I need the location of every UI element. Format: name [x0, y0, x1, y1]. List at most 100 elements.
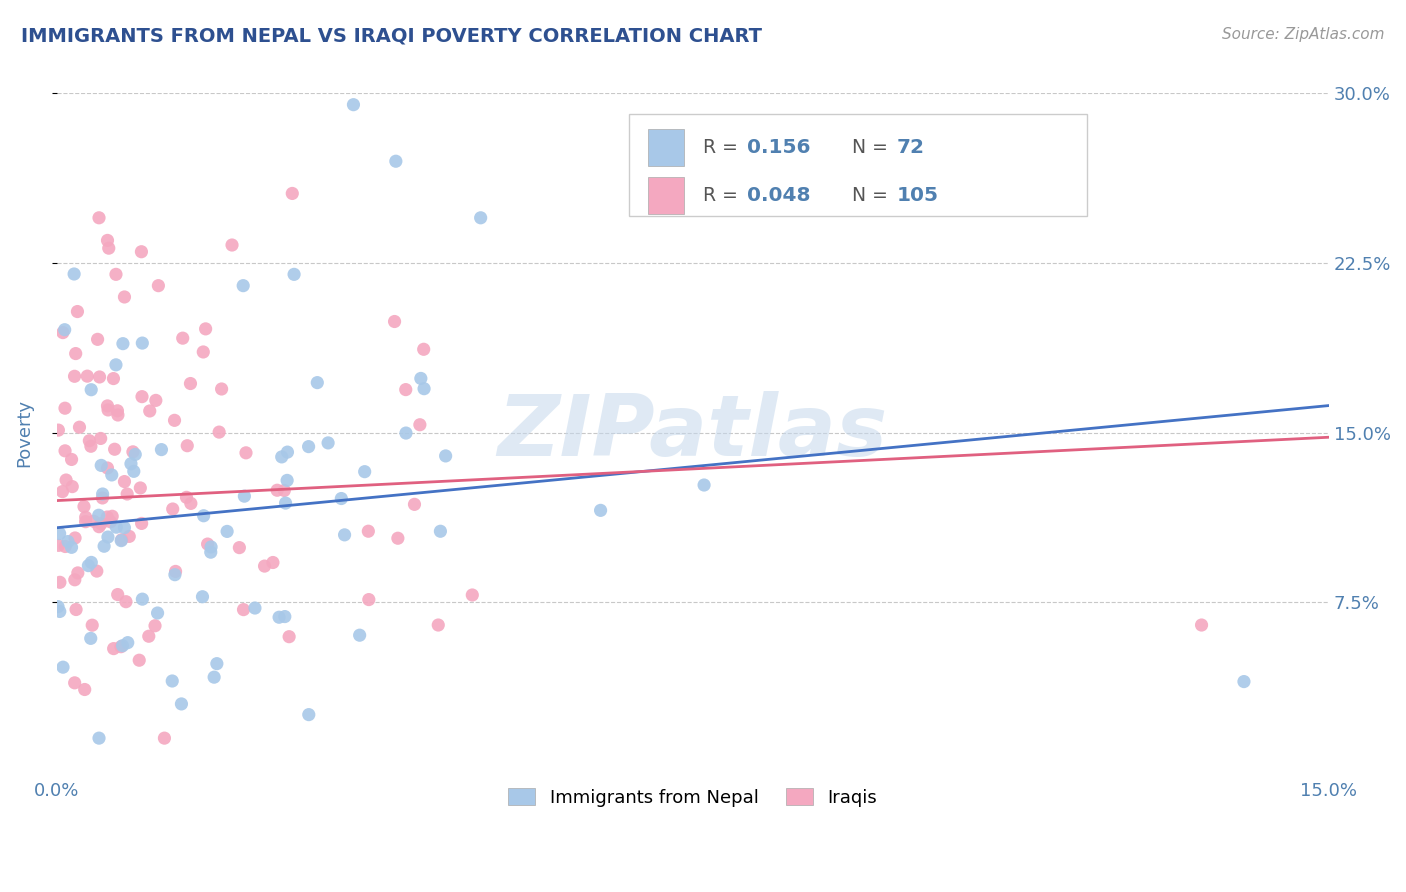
Point — [278, 630, 301, 644]
Point — [55, 473, 77, 487]
Point — [427, 618, 450, 632]
Point — [111, 639, 134, 653]
Point — [298, 707, 321, 722]
Point — [86, 332, 108, 346]
Point — [413, 382, 436, 396]
Point — [162, 502, 184, 516]
Point — [233, 489, 256, 503]
Point — [76, 369, 98, 384]
FancyBboxPatch shape — [648, 128, 683, 166]
Point — [283, 268, 305, 282]
Point — [145, 393, 167, 408]
Point — [143, 619, 166, 633]
Point — [48, 538, 70, 552]
Point — [429, 524, 451, 539]
Point — [243, 601, 266, 615]
Point — [470, 211, 492, 225]
Point — [53, 540, 76, 554]
Point — [53, 323, 76, 337]
Point — [333, 528, 356, 542]
Point — [46, 599, 69, 614]
Point — [96, 461, 118, 475]
Point — [80, 556, 103, 570]
Point — [87, 519, 110, 533]
Point — [193, 345, 215, 359]
Point — [89, 370, 111, 384]
Point — [281, 186, 304, 201]
Point — [307, 376, 329, 390]
Point — [66, 566, 89, 580]
Point — [104, 268, 127, 282]
Point — [96, 510, 118, 524]
Point — [65, 346, 87, 360]
Point — [52, 326, 75, 340]
Point — [461, 588, 484, 602]
Point — [193, 508, 215, 523]
Point — [90, 458, 112, 473]
Point — [90, 516, 112, 531]
Point — [122, 445, 145, 459]
Point — [51, 484, 73, 499]
Point — [269, 610, 291, 624]
Point — [1233, 674, 1256, 689]
Point — [385, 154, 408, 169]
Point — [83, 514, 105, 528]
Point — [131, 244, 153, 259]
Point — [165, 565, 187, 579]
Point — [131, 592, 153, 607]
Point — [111, 533, 134, 547]
Text: R =: R = — [703, 138, 744, 157]
Point — [330, 491, 353, 506]
Point — [115, 595, 138, 609]
Point — [87, 731, 110, 746]
Point — [146, 606, 169, 620]
Point — [111, 336, 134, 351]
Point — [253, 559, 276, 574]
Point — [395, 383, 418, 397]
Point — [118, 529, 141, 543]
Point — [97, 403, 120, 417]
Point — [48, 526, 70, 541]
Point — [56, 534, 79, 549]
Point — [353, 465, 375, 479]
Point — [131, 516, 153, 531]
Point — [232, 602, 254, 616]
Point — [49, 604, 72, 618]
Point — [316, 436, 339, 450]
Point — [97, 530, 120, 544]
Text: 105: 105 — [896, 186, 938, 204]
Point — [105, 520, 128, 534]
Point — [357, 592, 380, 607]
Legend: Immigrants from Nepal, Iraqis: Immigrants from Nepal, Iraqis — [501, 781, 884, 814]
Point — [100, 467, 122, 482]
Point — [270, 450, 292, 464]
Point — [80, 439, 103, 453]
Point — [163, 413, 186, 427]
Point — [60, 480, 83, 494]
Point — [79, 434, 101, 448]
Point — [48, 423, 70, 437]
Point — [103, 641, 125, 656]
Point — [97, 241, 120, 255]
Point — [107, 588, 129, 602]
Point — [104, 358, 127, 372]
Point — [162, 673, 184, 688]
Point — [87, 211, 110, 225]
Point — [107, 408, 129, 422]
Point — [60, 452, 83, 467]
FancyBboxPatch shape — [628, 113, 1087, 216]
Point — [276, 445, 298, 459]
Point — [273, 483, 295, 498]
Point — [112, 521, 135, 535]
Point — [91, 487, 114, 501]
Point — [124, 447, 146, 461]
Point — [211, 382, 233, 396]
Point — [49, 575, 72, 590]
Point — [176, 491, 198, 505]
Text: N =: N = — [852, 186, 894, 204]
Point — [217, 524, 239, 539]
Point — [131, 390, 153, 404]
Point — [63, 676, 86, 690]
Point — [96, 234, 118, 248]
Text: 0.048: 0.048 — [748, 186, 811, 204]
